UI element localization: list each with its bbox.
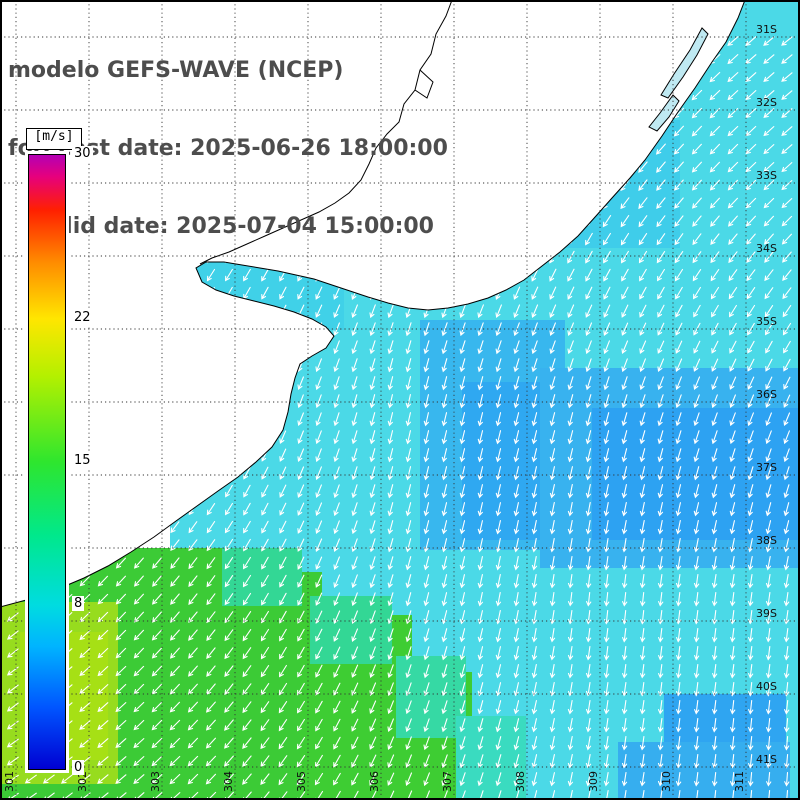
longitude-label: 305	[295, 771, 308, 792]
colorbar-tick-label: 0	[72, 760, 85, 775]
coastline	[0, 0, 746, 608]
longitude-label: 302	[76, 771, 89, 792]
latitude-label: 32S	[756, 96, 777, 109]
river-line	[414, 69, 434, 99]
longitude-label: 309	[587, 771, 600, 792]
colorbar-gradient	[28, 154, 66, 770]
river-line	[199, 0, 453, 265]
latitude-label: 37S	[756, 461, 777, 474]
valid-date: valid date: 2025-07-04 15:00:00	[36, 214, 434, 239]
colorbar-tick-label: 30	[72, 146, 93, 161]
latitude-label: 33S	[756, 169, 777, 182]
longitude-label: 311	[733, 771, 746, 792]
axis-labels: 31S 32S 33S 34S 35S 36S 37S 38S 39S 40S 41S 301 302 3…	[3, 23, 777, 792]
colorbar-unit-label: [m/s]	[26, 128, 82, 150]
latitude-label: 41S	[756, 753, 777, 766]
longitude-label: 308	[514, 771, 527, 792]
longitude-label: 307	[441, 771, 454, 792]
longitude-label: 304	[222, 771, 235, 792]
latitude-label: 35S	[756, 315, 777, 328]
latitude-label: 38S	[756, 534, 777, 547]
colorbar-tick-label: 8	[72, 596, 85, 612]
latitude-label: 36S	[756, 388, 777, 401]
latitude-label: 34S	[756, 242, 777, 255]
longitude-label: 310	[660, 771, 673, 792]
coastal-lagoon	[648, 94, 680, 132]
colorbar-tick-label: 15	[72, 453, 93, 468]
colorbar-tick-label: 22	[72, 309, 93, 325]
latitude-label: 31S	[756, 23, 777, 36]
longitude-label: 303	[149, 771, 162, 792]
longitude-label: 301	[3, 771, 16, 792]
latitude-label: 40S	[756, 680, 777, 693]
model-name: modelo GEFS-WAVE (NCEP)	[8, 58, 344, 83]
longitude-label: 306	[368, 771, 381, 792]
latitude-label: 39S	[756, 607, 777, 620]
landmass	[0, 0, 746, 608]
